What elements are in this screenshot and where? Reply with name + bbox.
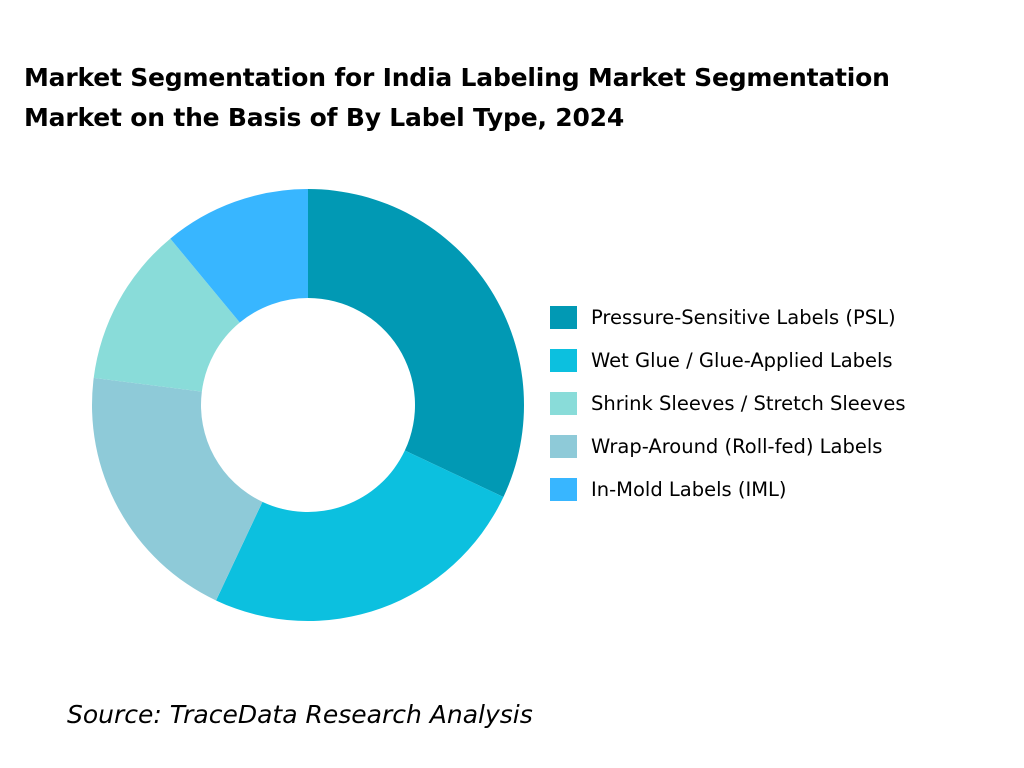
legend-label: In-Mold Labels (IML) — [591, 478, 787, 501]
legend-label: Pressure-Sensitive Labels (PSL) — [591, 306, 896, 329]
source-note: Source: TraceData Research Analysis — [67, 700, 533, 729]
legend-label: Wrap-Around (Roll-fed) Labels — [591, 435, 883, 458]
legend-item: Wrap-Around (Roll-fed) Labels — [550, 425, 906, 468]
donut-slice — [216, 450, 504, 621]
donut-slice — [308, 189, 524, 497]
legend-item: Wet Glue / Glue-Applied Labels — [550, 339, 906, 382]
chart-title: Market Segmentation for India Labeling M… — [24, 63, 890, 132]
legend-label: Shrink Sleeves / Stretch Sleeves — [591, 392, 906, 415]
legend-swatch — [550, 478, 577, 501]
legend-item: Shrink Sleeves / Stretch Sleeves — [550, 382, 906, 425]
legend-swatch — [550, 435, 577, 458]
donut-slice — [170, 189, 308, 323]
legend-item: In-Mold Labels (IML) — [550, 468, 906, 511]
donut-slice — [92, 377, 263, 601]
legend-swatch — [550, 392, 577, 415]
legend-label: Wet Glue / Glue-Applied Labels — [591, 349, 893, 372]
legend-swatch — [550, 306, 577, 329]
donut-slice — [93, 238, 240, 392]
legend: Pressure-Sensitive Labels (PSL) Wet Glue… — [550, 296, 906, 511]
legend-item: Pressure-Sensitive Labels (PSL) — [550, 296, 906, 339]
legend-swatch — [550, 349, 577, 372]
